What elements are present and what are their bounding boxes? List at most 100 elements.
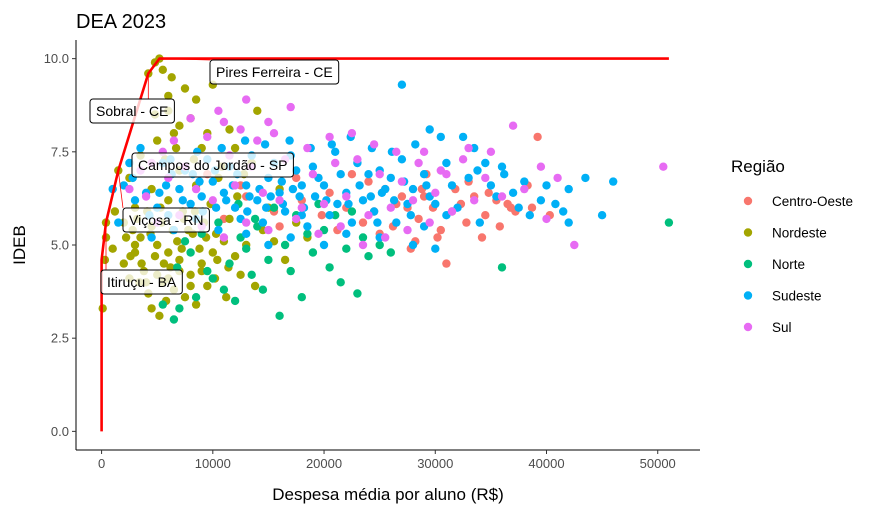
annotation-leader: [117, 170, 124, 209]
data-point: [203, 132, 212, 142]
data-point: [260, 140, 270, 149]
data-point: [477, 233, 487, 242]
data-point: [347, 129, 357, 138]
data-point: [331, 147, 340, 156]
data-point: [258, 188, 268, 197]
data-point: [292, 166, 301, 175]
data-point: [147, 304, 156, 313]
annotation-box: [100, 269, 183, 295]
data-point: [178, 196, 187, 205]
data-point: [264, 240, 273, 250]
data-point: [264, 225, 273, 235]
data-point: [470, 196, 479, 205]
data-point: [219, 285, 229, 294]
data-point: [295, 192, 304, 201]
y-tick-label: 0.0: [51, 424, 69, 439]
data-point: [191, 300, 201, 309]
legend-label: Nordeste: [772, 226, 827, 241]
data-point: [347, 207, 357, 216]
data-point: [520, 177, 529, 186]
data-point: [358, 218, 368, 227]
data-point: [141, 192, 151, 201]
data-point: [150, 252, 160, 261]
data-point: [431, 188, 440, 197]
data-point: [570, 240, 579, 250]
data-point: [342, 244, 351, 253]
data-point: [219, 117, 229, 127]
data-point: [297, 181, 306, 190]
legend-label: Centro-Oeste: [772, 194, 853, 209]
data-point: [280, 255, 290, 265]
annotation-label: Itiruçu - BA: [107, 274, 177, 290]
data-point: [191, 184, 201, 194]
data-point: [264, 117, 273, 127]
data-point: [286, 102, 295, 112]
data-point: [377, 188, 387, 197]
data-point: [481, 211, 490, 220]
data-point: [153, 136, 162, 145]
data-point: [230, 181, 240, 190]
data-point: [392, 218, 401, 227]
data-point: [542, 181, 551, 190]
legend: Região Centro-Oeste Nordeste Norte Sudeste S…: [731, 157, 853, 335]
data-point: [659, 162, 668, 171]
annotation-label: Campos do Jordão - SP: [138, 157, 287, 173]
data-point: [110, 207, 120, 216]
data-point: [269, 129, 279, 138]
data-point: [358, 240, 368, 250]
data-point: [175, 121, 184, 130]
axes: 0 10000 20000 30000 40000 50000 0.0 2.5 5.0 7.5 10…: [44, 40, 700, 471]
data-point: [166, 263, 175, 272]
data-point: [495, 222, 504, 231]
y-tick-label: 10.0: [44, 51, 69, 66]
data-point: [186, 270, 195, 279]
legend-item-nordeste: Nordeste: [743, 226, 827, 241]
data-point: [442, 259, 451, 268]
data-point: [130, 196, 140, 205]
data-point: [325, 211, 334, 220]
data-point: [406, 211, 415, 220]
annotation-vicosa-rn: Viçosa - RN: [117, 170, 210, 233]
data-point: [442, 158, 451, 168]
data-point: [458, 155, 468, 164]
data-point: [609, 177, 618, 186]
data-point: [277, 177, 286, 186]
data-point: [208, 248, 217, 257]
data-point: [325, 263, 334, 272]
x-axis-title: Despesa média por aluno (R$): [272, 485, 504, 504]
data-point: [527, 203, 537, 212]
data-point: [397, 177, 407, 186]
annotation-pires-ferreira-ce: Pires Ferreira - CE: [159, 58, 340, 85]
data-point: [171, 143, 181, 153]
data-point: [195, 177, 204, 186]
data-point: [208, 196, 217, 205]
data-point: [230, 143, 240, 153]
annotation-box: [122, 207, 210, 233]
data-point: [464, 143, 473, 153]
data-point: [481, 158, 490, 168]
data-point: [253, 136, 262, 145]
data-point: [411, 140, 420, 149]
data-point: [173, 237, 182, 246]
data-point: [269, 203, 279, 212]
data-point: [180, 237, 190, 246]
data-point: [389, 196, 399, 205]
data-point: [175, 255, 184, 265]
data-point: [364, 177, 373, 186]
x-tick-label: 0: [98, 456, 105, 471]
data-point: [186, 114, 195, 123]
data-point: [344, 199, 353, 209]
data-point: [233, 192, 242, 201]
data-point: [397, 192, 407, 201]
data-point: [169, 129, 179, 138]
data-point: [597, 211, 607, 220]
data-point: [373, 218, 382, 227]
data-point: [431, 244, 440, 253]
data-point: [431, 199, 440, 209]
data-point: [353, 155, 362, 164]
data-point: [164, 196, 173, 205]
annotation-leader: [159, 58, 211, 61]
data-point: [497, 192, 507, 201]
data-point: [285, 136, 294, 145]
